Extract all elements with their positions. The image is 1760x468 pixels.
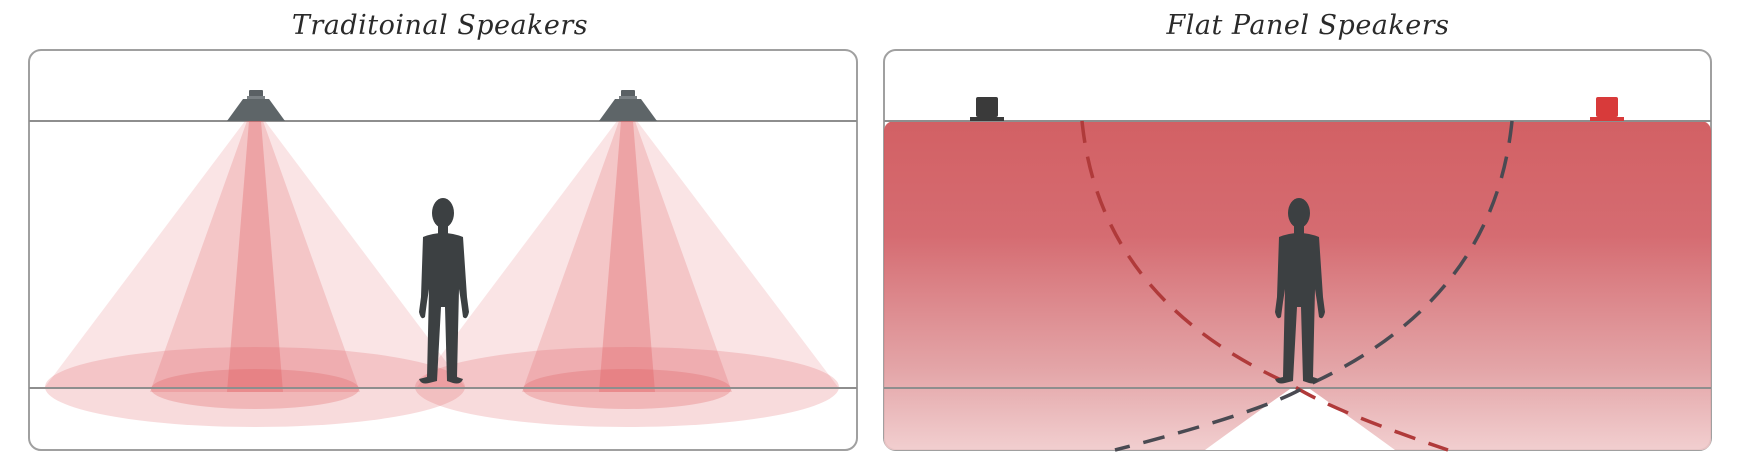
dispersion-curve-left-speaker [1080, 120, 1449, 452]
ceiling-speaker-icon [599, 90, 657, 121]
person-icon [419, 198, 469, 384]
cone-outer-2 [417, 121, 838, 387]
flat-panel-speaker-icon [970, 97, 1004, 121]
cone-inner-2 [599, 121, 655, 392]
left-panel [28, 49, 858, 451]
cone-inner-1 [227, 121, 283, 392]
cone-middle-2 [522, 121, 732, 392]
right-panel [883, 49, 1712, 452]
ceiling-speaker-icon [227, 90, 285, 121]
left-panel-title: Traditoinal Speakers [291, 10, 589, 41]
flat-panel-speaker-icon [1590, 97, 1624, 121]
cone-outer-1 [45, 121, 465, 387]
person-icon [1275, 198, 1325, 384]
field-gap [1205, 389, 1395, 450]
cone-middle-1 [150, 121, 360, 392]
right-panel-title: Flat Panel Speakers [1166, 10, 1450, 41]
dispersion-curve-right-speaker [1114, 120, 1514, 452]
